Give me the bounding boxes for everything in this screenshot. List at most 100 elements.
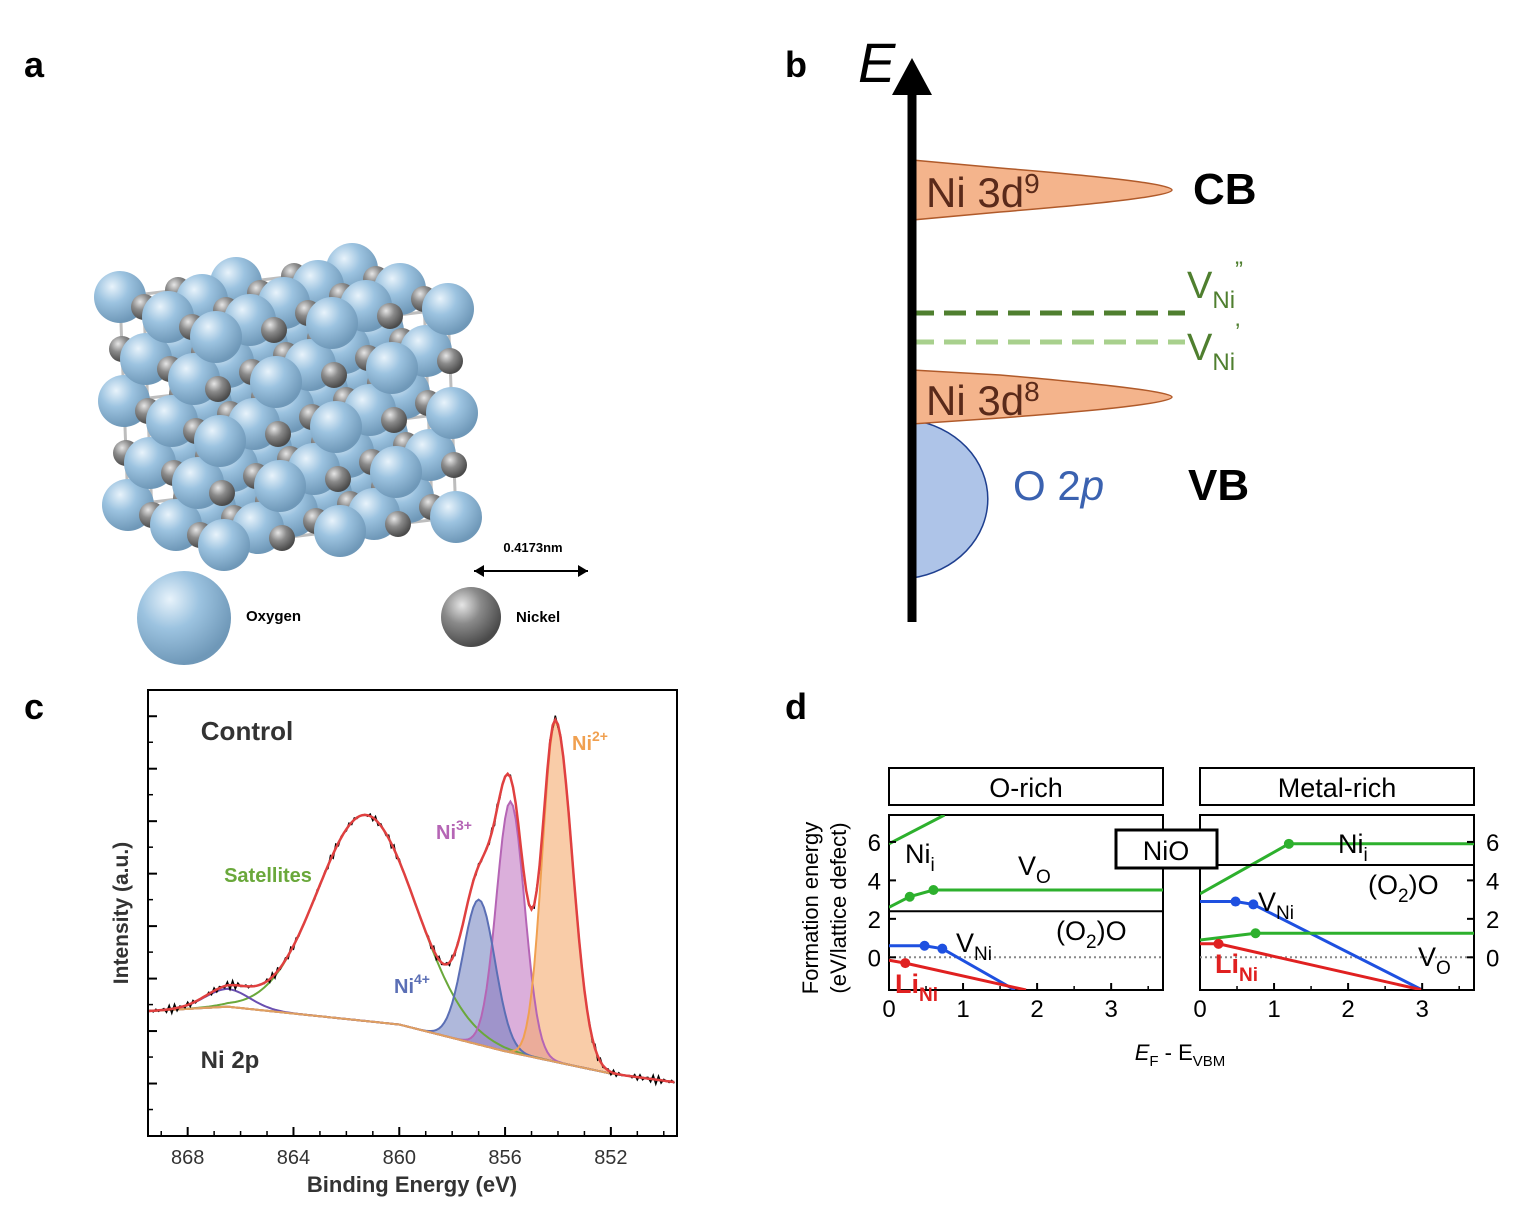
x-tick-label: 3	[1415, 996, 1428, 1023]
x-tick-label: 3	[1104, 996, 1117, 1023]
legend-oxygen-label: Oxygen	[246, 608, 301, 625]
x-tick-label: 852	[594, 1147, 627, 1169]
y-tick-label: 0	[1486, 945, 1499, 972]
defect-label: Nii	[1338, 829, 1368, 866]
vni-doubly-label: VNi”	[1187, 257, 1243, 314]
crystal-structure	[94, 243, 482, 571]
defect-label: VNi	[956, 928, 992, 965]
oxygen-atom	[194, 415, 246, 467]
x-tick-label: 1	[1267, 996, 1280, 1023]
o2p-label: O 2p	[1013, 462, 1104, 509]
defect-label: (O2)O	[1056, 916, 1127, 953]
y-tick-label: 0	[868, 945, 881, 972]
oxygen-atom	[370, 446, 422, 498]
vb-label: VB	[1188, 461, 1249, 510]
transition-point	[1283, 838, 1294, 849]
y-tick-label: 6	[1486, 830, 1499, 857]
series-lines	[1200, 838, 1474, 990]
xps-subtitle: Ni 2p	[201, 1047, 260, 1074]
legend-oxygen: Oxygen	[137, 571, 301, 665]
xps-title: Control	[201, 716, 293, 746]
panel-letter-b: b	[785, 44, 807, 85]
band-diagram: E Ni 3d9 Ni 3d8 O 2p CB VB VNi” VNi’	[858, 31, 1257, 622]
panel-letter-a: a	[24, 44, 45, 85]
nickel-atom	[385, 511, 411, 537]
nickel-atom	[265, 421, 291, 447]
nickel-atom	[377, 303, 403, 329]
peak-label-ni3: Ni3+	[436, 817, 472, 844]
y-tick-label: 4	[1486, 868, 1499, 895]
transition-point	[919, 940, 930, 951]
transition-point	[928, 885, 939, 895]
vni-singly-label: VNi’	[1187, 319, 1240, 376]
defect-label: Nii	[905, 839, 935, 876]
background-line	[147, 1005, 675, 1084]
x-tick-label: 868	[171, 1147, 204, 1169]
defect-label: LiNi	[895, 969, 938, 1006]
x-tick-label: 1	[956, 996, 969, 1023]
peak-label-ni4: Ni4+	[394, 971, 430, 998]
oxygen-atom	[426, 387, 478, 439]
panel-letter-d: d	[785, 686, 807, 727]
series-V_Ni	[1200, 900, 1423, 990]
panel-letter-c: c	[24, 686, 45, 727]
nio-label: NiO	[1143, 836, 1190, 866]
xps-plot-frame	[147, 689, 678, 1137]
defect-label: (O2)O	[1368, 870, 1439, 907]
series-V_Ni	[889, 944, 1016, 990]
x-tick-label: 0	[1193, 996, 1206, 1023]
o2p-band-shape	[911, 419, 989, 579]
legend-nickel-label: Nickel	[516, 609, 560, 626]
nickel-atom	[441, 452, 467, 478]
right-title-box	[1199, 767, 1475, 806]
transition-point	[1230, 896, 1241, 907]
y-tick-label: 4	[868, 868, 881, 895]
d-ylabel-line2: (eV/lattice defect)	[826, 822, 851, 993]
d-xlabel: EF - EVBM	[1135, 1040, 1226, 1070]
nickel-atom	[325, 466, 351, 492]
left-title-box	[888, 767, 1164, 806]
defect-label: VO	[1018, 851, 1051, 888]
xps-chart: 868 864 860 856 852 Control Ni 2p Satellites…	[110, 689, 678, 1197]
y-tick-label: 6	[868, 830, 881, 857]
left-title: O-rich	[989, 773, 1063, 803]
defect-label: VO	[1418, 942, 1451, 979]
fit-envelope-line	[147, 716, 675, 1084]
transition-point	[1250, 928, 1261, 939]
oxygen-atom	[250, 356, 302, 408]
legend-nickel: Nickel	[441, 587, 560, 647]
oxygen-atom	[254, 460, 306, 512]
nickel-atom	[261, 317, 287, 343]
defect-label: LiNi	[1215, 949, 1258, 986]
right-title: Metal-rich	[1278, 773, 1397, 803]
series-Ni_i	[889, 815, 946, 846]
ni3d8-label: Ni 3d8	[926, 376, 1040, 424]
energy-axis-label: E	[858, 31, 896, 94]
ni3d9-band-shape	[911, 159, 1173, 221]
ni3d9-label: Ni 3d9	[926, 168, 1040, 216]
x-tick-label: 2	[1341, 996, 1354, 1023]
x-tick-label: 860	[383, 1147, 416, 1169]
nickel-atom	[437, 348, 463, 374]
peak-line-Satellites	[147, 813, 675, 1084]
oxygen-atom	[314, 505, 366, 557]
peak-label-ni2: Ni2+	[572, 728, 608, 755]
oxygen-atom	[198, 519, 250, 571]
xps-xlabel: Binding Energy (eV)	[307, 1172, 517, 1197]
nickel-atom-icon	[441, 587, 501, 647]
x-tick-label: 864	[277, 1147, 310, 1169]
series-V_O	[889, 888, 1163, 909]
peak-line-Ni3+	[147, 799, 675, 1084]
nio-label-box	[1114, 828, 1219, 870]
scale-bar: 0.4173nm	[474, 540, 588, 577]
y-tick-label: 2	[1486, 907, 1499, 934]
peak-fill-Ni2+	[148, 721, 675, 1083]
transition-point	[937, 943, 948, 954]
defect-label: VNi	[1258, 887, 1294, 924]
y-tick-label: 2	[868, 907, 881, 934]
transition-point	[1213, 938, 1224, 949]
oxygen-atom	[422, 283, 474, 335]
x-tick-label: 0	[882, 996, 895, 1023]
